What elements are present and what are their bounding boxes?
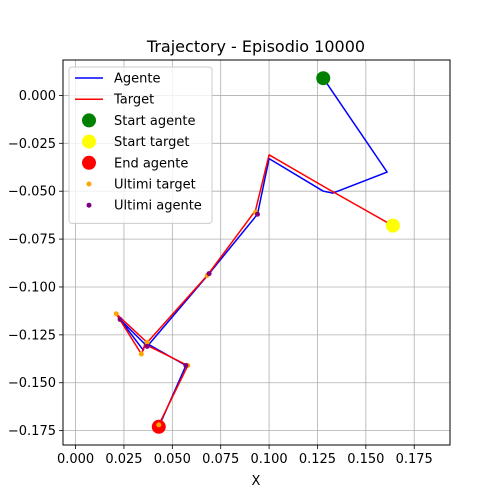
legend-swatch-ultimi-agente — [86, 202, 92, 208]
y-tick-label: −0.100 — [8, 280, 56, 295]
point-ultimi-target — [138, 351, 144, 357]
y-tick-label: −0.175 — [8, 424, 56, 439]
y-tick-label: −0.075 — [8, 233, 56, 248]
x-tick-label: 0.025 — [105, 452, 142, 467]
point-ultimi-agente — [206, 271, 212, 277]
point-ultimi-agente — [254, 211, 260, 217]
point-start-agente — [316, 71, 331, 86]
legend-label-target: Target — [113, 93, 154, 108]
y-tick-label: −0.025 — [8, 137, 56, 152]
legend-swatch-start-agente — [82, 113, 96, 128]
legend-label-ultimi-target: Ultimi target — [114, 178, 196, 193]
point-ultimi-target — [113, 311, 119, 317]
point-ultimi-target — [156, 422, 162, 428]
legend-swatch-end-agente — [82, 155, 96, 170]
legend-label-start-agente: Start agente — [114, 114, 195, 129]
y-tick-label: 0.000 — [19, 89, 56, 104]
legend: Agente Target Start agente Start target End … — [68, 66, 213, 224]
x-tick-label: 0.000 — [57, 452, 94, 467]
legend-box — [68, 66, 213, 224]
x-tick-label: 0.175 — [396, 452, 433, 467]
x-tick-label: 0.125 — [299, 452, 336, 467]
x-tick-label: 0.075 — [202, 452, 239, 467]
x-tick-label: 0.100 — [250, 452, 287, 467]
y-tick-label: −0.150 — [8, 376, 56, 391]
x-tick-label: 0.150 — [347, 452, 384, 467]
y-tick-label: −0.125 — [8, 328, 56, 343]
legend-label-end-agente: End agente — [114, 156, 188, 171]
point-start-target — [385, 218, 400, 233]
point-ultimi-target — [144, 340, 150, 346]
legend-label-start-target: Start target — [114, 135, 189, 150]
plot-frame — [62, 59, 451, 446]
x-tick-label: 0.050 — [154, 452, 191, 467]
y-tick-label: −0.050 — [8, 185, 56, 200]
legend-label-ultimi-agente: Ultimi agente — [114, 199, 202, 214]
legend-label-agente: Agente — [114, 72, 160, 87]
legend-swatch-start-target — [82, 134, 96, 149]
chart-title: Trajectory - Episodio 10000 — [146, 37, 365, 56]
point-ultimi-agente — [183, 363, 189, 369]
axis-ticks: 0.000 0.025 0.050 0.075 0.100 0.125 0.150 0.175… — [8, 89, 433, 467]
legend-swatch-ultimi-target — [86, 181, 92, 187]
plot-data — [113, 71, 400, 434]
x-axis-label: X — [252, 474, 261, 489]
point-ultimi-agente — [117, 317, 123, 323]
point-ultimi-agente — [144, 343, 150, 349]
